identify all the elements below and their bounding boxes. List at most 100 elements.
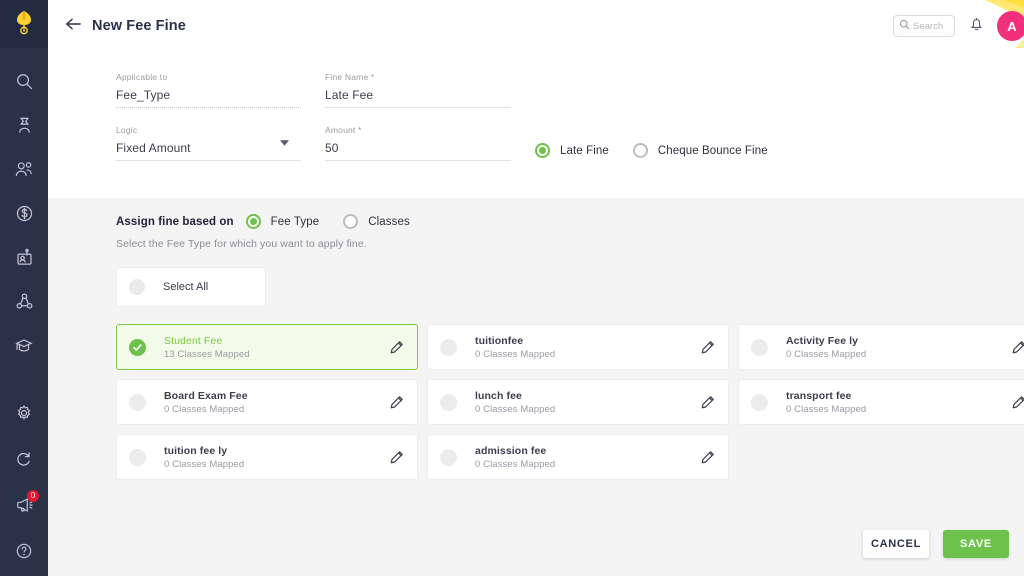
search-input[interactable]: Search: [893, 15, 955, 37]
select-all-label: Select All: [163, 281, 209, 293]
pencil-icon[interactable]: [1009, 393, 1024, 411]
fee-type-checkbox[interactable]: [440, 338, 457, 356]
id-badge-icon: [15, 248, 34, 267]
logic-field[interactable]: Logic Fixed Amount: [116, 125, 301, 161]
assign-section: Assign fine based on Fee Type Classes Se…: [48, 198, 1024, 480]
sidebar-nav-top: [0, 66, 48, 360]
fine-name-underline: [325, 107, 511, 108]
amount-field[interactable]: Amount * 50: [325, 125, 511, 161]
main-region: New Fee Fine Search: [48, 0, 1024, 576]
fee-type-card-grid: Student Fee 13 Classes Mapped tuitionfee 0 …: [116, 324, 1024, 480]
pencil-icon[interactable]: [387, 393, 405, 411]
fee-type-card[interactable]: Board Exam Fee 0 Classes Mapped: [116, 379, 418, 425]
chevron-down-icon[interactable]: [280, 133, 289, 151]
fee-type-text: Student Fee 13 Classes Mapped: [164, 335, 250, 360]
sidebar-item-academics[interactable]: [6, 330, 42, 360]
tulip-logo-icon: [13, 9, 35, 40]
fee-type-text: Board Exam Fee 0 Classes Mapped: [164, 390, 248, 415]
radio-classes-label: Classes: [368, 215, 410, 228]
fine-type-radio-group: Late Fine Cheque Bounce Fine: [535, 143, 782, 158]
person-icon: [15, 116, 34, 135]
search-icon: [899, 17, 910, 35]
applicable-to-field[interactable]: Applicable to Fee_Type: [116, 72, 301, 108]
fee-type-checkbox[interactable]: [751, 393, 768, 411]
network-icon: [15, 292, 34, 311]
fee-type-text: lunch fee 0 Classes Mapped: [475, 390, 555, 415]
sidebar-item-settings[interactable]: [6, 398, 42, 428]
fee-type-text: tuition fee ly 0 Classes Mapped: [164, 445, 244, 470]
sidebar-item-students[interactable]: [6, 154, 42, 184]
fee-type-checkbox[interactable]: [129, 338, 146, 356]
back-arrow-icon: [65, 17, 82, 36]
people-icon: [14, 160, 34, 179]
fee-type-checkbox[interactable]: [440, 448, 457, 466]
assign-radio-group: Fee Type Classes: [245, 214, 424, 229]
pencil-icon[interactable]: [1009, 338, 1024, 356]
sidebar: 0: [0, 0, 48, 576]
fee-type-card[interactable]: admission fee 0 Classes Mapped: [427, 434, 729, 480]
avatar[interactable]: A: [997, 11, 1024, 41]
sidebar-item-organization[interactable]: [6, 286, 42, 316]
fine-name-label: Fine Name *: [325, 72, 375, 82]
assign-hint: Select the Fee Type for which you want t…: [116, 238, 367, 250]
fee-type-checkbox[interactable]: [751, 338, 768, 356]
search-placeholder: Search: [913, 20, 944, 32]
sidebar-item-announcements[interactable]: 0: [6, 490, 42, 520]
pencil-icon[interactable]: [387, 448, 405, 466]
select-all-checkbox[interactable]: [129, 279, 145, 295]
fee-type-name: admission fee: [475, 444, 547, 457]
pencil-icon[interactable]: [698, 338, 716, 356]
page-title: New Fee Fine: [92, 18, 186, 34]
radio-classes[interactable]: [343, 214, 359, 229]
radio-fee-type[interactable]: [245, 214, 261, 229]
amount-label: Amount *: [325, 125, 362, 135]
form-grid: Applicable to Fee_Type Fine Name * Late …: [48, 64, 1024, 174]
radio-late-fine[interactable]: [535, 143, 550, 158]
pencil-icon[interactable]: [698, 448, 716, 466]
fee-type-classes-mapped: 0 Classes Mapped: [475, 403, 556, 415]
gear-icon: [15, 404, 33, 422]
topbar-actions: Search A: [893, 11, 1024, 41]
bell-icon: [969, 16, 984, 37]
cancel-button[interactable]: CANCEL: [863, 530, 929, 558]
dollar-circle-icon: [15, 204, 34, 223]
amount-value: 50: [325, 141, 339, 155]
select-all-option[interactable]: Select All: [116, 267, 266, 307]
refresh-icon: [15, 450, 33, 468]
sidebar-item-admissions[interactable]: [6, 242, 42, 272]
topbar: New Fee Fine Search: [48, 0, 1024, 52]
radio-cheque-bounce-fine[interactable]: [632, 143, 648, 158]
sidebar-item-search[interactable]: [6, 66, 42, 96]
applicable-to-label: Applicable to: [116, 72, 168, 82]
sidebar-item-staff[interactable]: [6, 110, 42, 140]
search-icon: [15, 72, 34, 91]
fee-type-classes-mapped: 0 Classes Mapped: [475, 458, 556, 470]
pencil-icon[interactable]: [387, 338, 405, 356]
fee-type-card[interactable]: tuitionfee 0 Classes Mapped: [427, 324, 729, 370]
save-button[interactable]: SAVE: [943, 530, 1009, 558]
fee-type-checkbox[interactable]: [129, 393, 146, 411]
fee-type-card[interactable]: Student Fee 13 Classes Mapped: [116, 324, 418, 370]
fee-type-name: Student Fee: [164, 334, 223, 347]
fee-type-checkbox[interactable]: [440, 393, 457, 411]
fine-name-field[interactable]: Fine Name * Late Fee: [325, 72, 511, 108]
logic-underline: [116, 160, 301, 161]
app-logo[interactable]: [0, 0, 48, 48]
fee-type-card[interactable]: tuition fee ly 0 Classes Mapped: [116, 434, 418, 480]
sidebar-item-history[interactable]: [6, 444, 42, 474]
sidebar-item-finance[interactable]: [6, 198, 42, 228]
back-button[interactable]: [62, 15, 84, 37]
announcements-badge: 0: [27, 490, 39, 502]
notifications-button[interactable]: [967, 17, 985, 35]
pencil-icon[interactable]: [698, 393, 716, 411]
fee-type-card[interactable]: lunch fee 0 Classes Mapped: [427, 379, 729, 425]
fee-type-card[interactable]: transport fee 0 Classes Mapped: [738, 379, 1024, 425]
fine-name-value: Late Fee: [325, 88, 374, 102]
fee-type-name: tuition fee ly: [164, 444, 228, 457]
content-area: Applicable to Fee_Type Fine Name * Late …: [48, 52, 1024, 576]
fee-type-name: tuitionfee: [475, 334, 524, 347]
sidebar-item-help[interactable]: [6, 536, 42, 566]
fee-type-card[interactable]: Activity Fee ly 0 Classes Mapped: [738, 324, 1024, 370]
fee-type-checkbox[interactable]: [129, 448, 146, 466]
